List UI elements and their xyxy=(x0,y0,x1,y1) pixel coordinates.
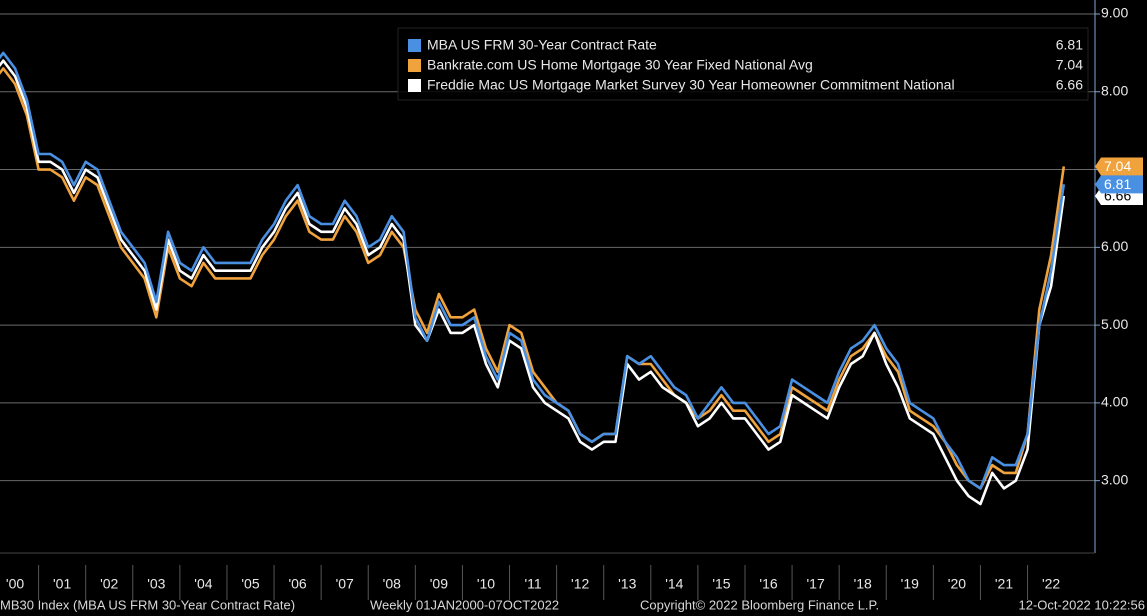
last-value-label: 6.81 xyxy=(1104,176,1131,192)
legend-label: Freddie Mac US Mortgage Market Survey 30… xyxy=(427,77,955,93)
legend-value: 7.04 xyxy=(1056,57,1083,73)
legend-swatch xyxy=(408,39,421,52)
x-tick-label: '05 xyxy=(241,576,259,592)
x-tick-label: '21 xyxy=(995,576,1013,592)
x-tick-label: '17 xyxy=(806,576,824,592)
legend-label: Bankrate.com US Home Mortgage 30 Year Fi… xyxy=(427,57,813,73)
x-tick-label: '04 xyxy=(194,576,212,592)
x-tick-label: '16 xyxy=(759,576,777,592)
last-value-tag xyxy=(1095,175,1143,194)
y-tick-label: 6.00 xyxy=(1101,238,1128,254)
series-line xyxy=(0,67,1066,490)
legend-label: MBA US FRM 30-Year Contract Rate xyxy=(427,37,657,53)
x-tick-label: '15 xyxy=(712,576,730,592)
y-tick-label: 8.00 xyxy=(1101,82,1128,98)
footer-range: Weekly 01JAN2000-07OCT2022 xyxy=(370,597,559,612)
x-tick-label: '22 xyxy=(1042,576,1060,592)
x-tick-label: '07 xyxy=(336,576,354,592)
legend-value: 6.81 xyxy=(1056,37,1083,53)
y-tick-label: 4.00 xyxy=(1101,394,1128,410)
x-tick-label: '09 xyxy=(430,576,448,592)
x-tick-label: '19 xyxy=(901,576,919,592)
series-line xyxy=(0,59,1066,506)
x-tick-label: '10 xyxy=(477,576,495,592)
footer-index: MB30 Index (MBA US FRM 30-Year Contract … xyxy=(0,597,295,612)
x-tick-label: '11 xyxy=(524,576,541,592)
x-tick-label: '14 xyxy=(665,576,683,592)
series-line xyxy=(0,51,1066,490)
y-tick-label: 3.00 xyxy=(1101,471,1128,487)
legend-swatch xyxy=(408,79,421,92)
x-tick-label: '12 xyxy=(571,576,589,592)
last-value-label: 7.04 xyxy=(1104,158,1131,174)
x-tick-label: '08 xyxy=(383,576,401,592)
legend-value: 6.66 xyxy=(1056,77,1083,93)
legend-swatch xyxy=(408,59,421,72)
footer-timestamp: 12-Oct-2022 10:22:56 xyxy=(1019,597,1145,612)
x-tick-label: '18 xyxy=(854,576,872,592)
legend-box xyxy=(397,27,1089,101)
lines xyxy=(0,51,1066,506)
footer-copyright: Copyright© 2022 Bloomberg Finance L.P. xyxy=(640,597,879,612)
x-tick-label: '01 xyxy=(53,576,71,592)
x-tick-label: '03 xyxy=(147,576,165,592)
x-tick-label: '00 xyxy=(6,576,24,592)
last-value-tag xyxy=(1095,157,1143,176)
x-tick-label: '20 xyxy=(948,576,966,592)
y-tick-label: 9.00 xyxy=(1101,5,1128,21)
axes: 3.004.005.006.007.008.009.00'00'01'02'03… xyxy=(0,0,1143,600)
x-tick-label: '06 xyxy=(288,576,306,592)
legend: MBA US FRM 30-Year Contract Rate 6.81 Bank… xyxy=(397,27,1089,101)
x-tick-label: '13 xyxy=(618,576,636,592)
y-tick-label: 5.00 xyxy=(1101,316,1128,332)
x-tick-label: '02 xyxy=(100,576,118,592)
